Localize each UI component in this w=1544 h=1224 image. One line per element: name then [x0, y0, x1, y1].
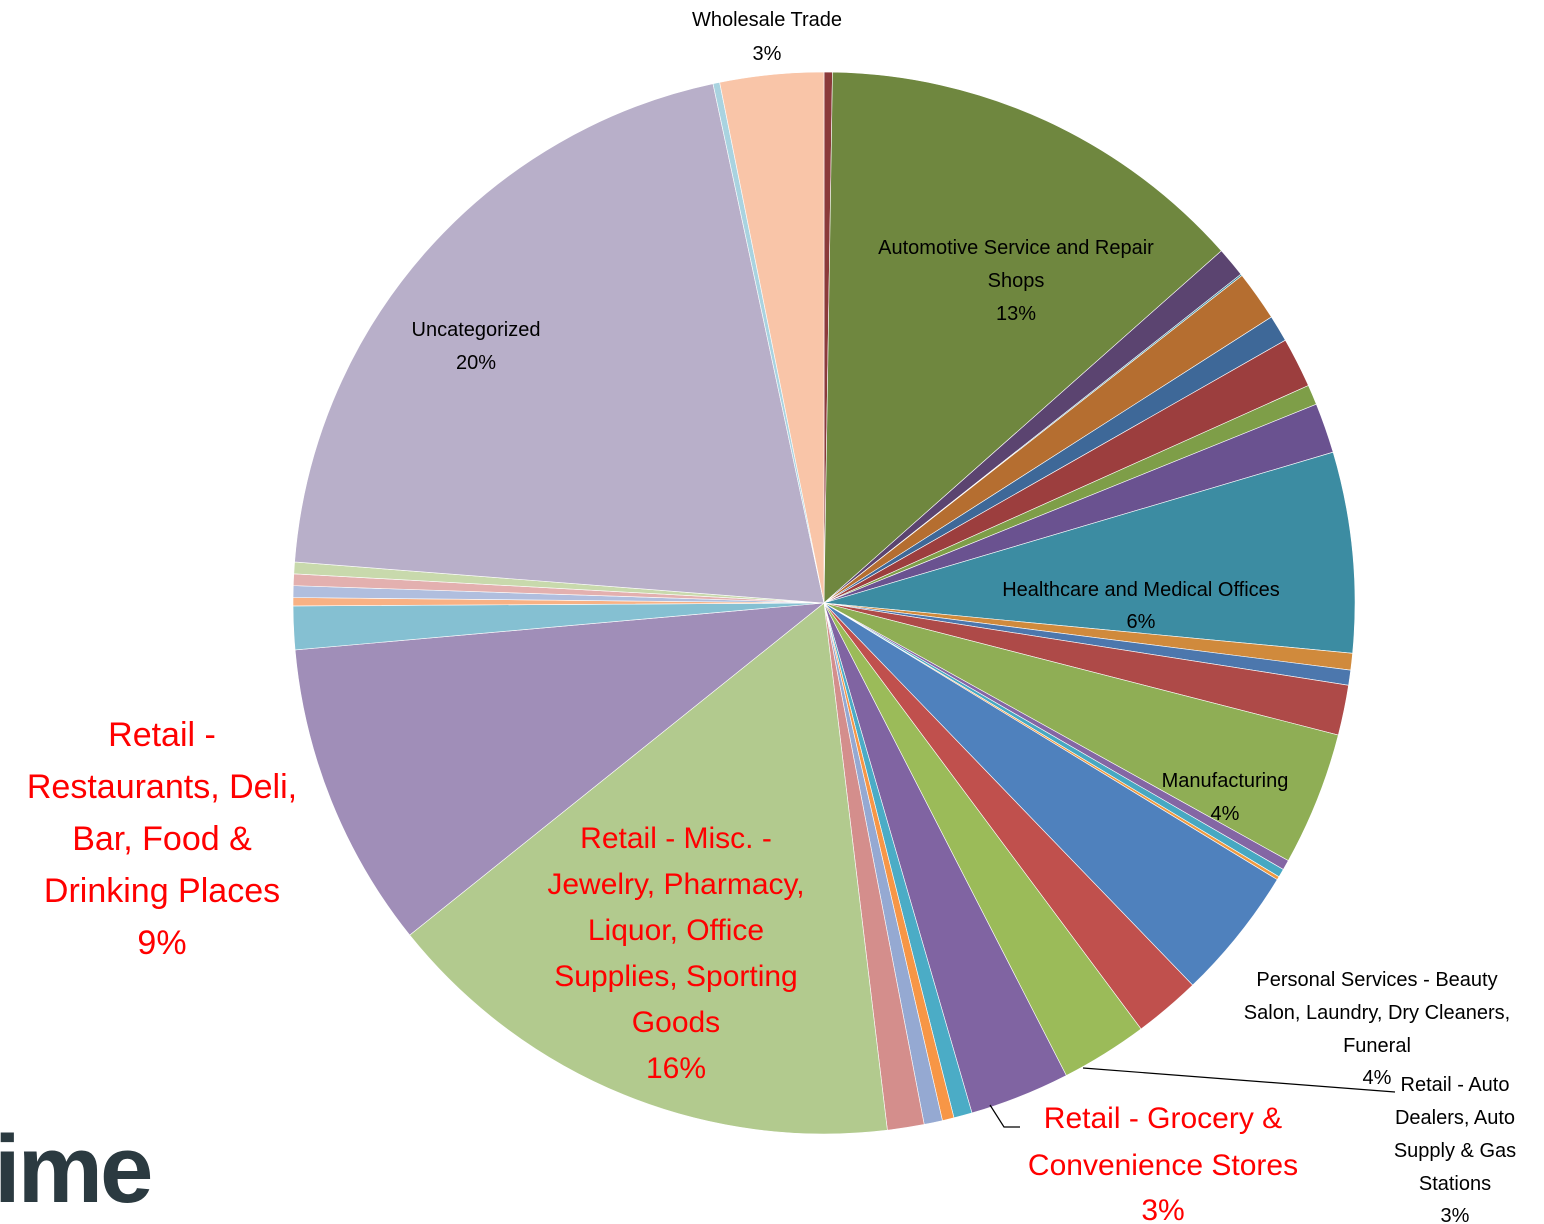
pie-slice-32	[294, 83, 825, 604]
label-personal-pct: 4%	[1363, 1067, 1392, 1089]
label-auto-retail-line3: Supply & Gas	[1394, 1140, 1516, 1162]
label-healthcare-name: Healthcare and Medical Offices	[1002, 579, 1280, 601]
label-personal-line1: Personal Services - Beauty	[1256, 969, 1497, 991]
label-wholesale-pct: 3%	[753, 43, 782, 65]
label-healthcare-pct: 6%	[1127, 611, 1156, 633]
pie-slice-1	[823, 71, 1222, 604]
label-misc-pct: 16%	[646, 1052, 706, 1085]
pie-slice-26	[294, 602, 825, 936]
label-restaurants-line4: Drinking Places	[44, 872, 280, 910]
label-wholesale-name: Wholesale Trade	[692, 9, 842, 31]
label-personal-line3: Funeral	[1343, 1035, 1411, 1057]
pie-slice-34	[719, 71, 825, 604]
label-automotive-pct: 13%	[996, 303, 1036, 325]
data-labels: Wholesale Trade 3% Automotive Service an…	[27, 9, 1516, 1224]
label-auto-retail-line4: Stations	[1419, 1173, 1491, 1195]
leader-lines	[989, 1067, 1396, 1128]
label-restaurants-line3: Bar, Food &	[72, 820, 252, 858]
label-personal-line2: Salon, Laundry, Dry Cleaners,	[1244, 1002, 1510, 1024]
pie-slices	[292, 71, 1356, 1135]
label-restaurants-line2: Restaurants, Deli,	[27, 768, 297, 806]
label-manufacturing-name: Manufacturing	[1162, 770, 1289, 792]
label-uncategorized-pct: 20%	[456, 352, 496, 374]
leader-line-auto-retail	[1082, 1067, 1396, 1093]
label-grocery-line2: Convenience Stores	[1028, 1149, 1298, 1182]
label-misc-line4: Supplies, Sporting	[554, 960, 798, 993]
label-restaurants-pct: 9%	[137, 924, 186, 962]
label-misc-line1: Retail - Misc. -	[580, 822, 772, 855]
label-automotive-line1: Automotive Service and Repair	[878, 237, 1154, 259]
label-manufacturing-pct: 4%	[1211, 803, 1240, 825]
label-auto-retail-pct: 3%	[1441, 1205, 1470, 1224]
label-misc-line3: Liquor, Office	[588, 914, 764, 947]
label-auto-retail-line1: Retail - Auto	[1401, 1074, 1510, 1096]
label-grocery-pct: 3%	[1141, 1194, 1184, 1224]
label-restaurants-line1: Retail -	[108, 716, 216, 754]
pie-slice-25	[409, 602, 888, 1135]
pie-slice-9	[823, 451, 1356, 654]
label-misc-line2: Jewelry, Pharmacy,	[547, 868, 804, 901]
label-auto-retail-line2: Dealers, Auto	[1395, 1107, 1515, 1129]
brand-logo: ime	[0, 1116, 153, 1223]
leader-line-grocery	[989, 1104, 1020, 1128]
label-automotive-line2: Shops	[988, 270, 1045, 292]
label-grocery-line1: Retail - Grocery &	[1044, 1102, 1282, 1135]
label-uncategorized-name: Uncategorized	[412, 319, 541, 341]
label-misc-line5: Goods	[632, 1006, 720, 1039]
